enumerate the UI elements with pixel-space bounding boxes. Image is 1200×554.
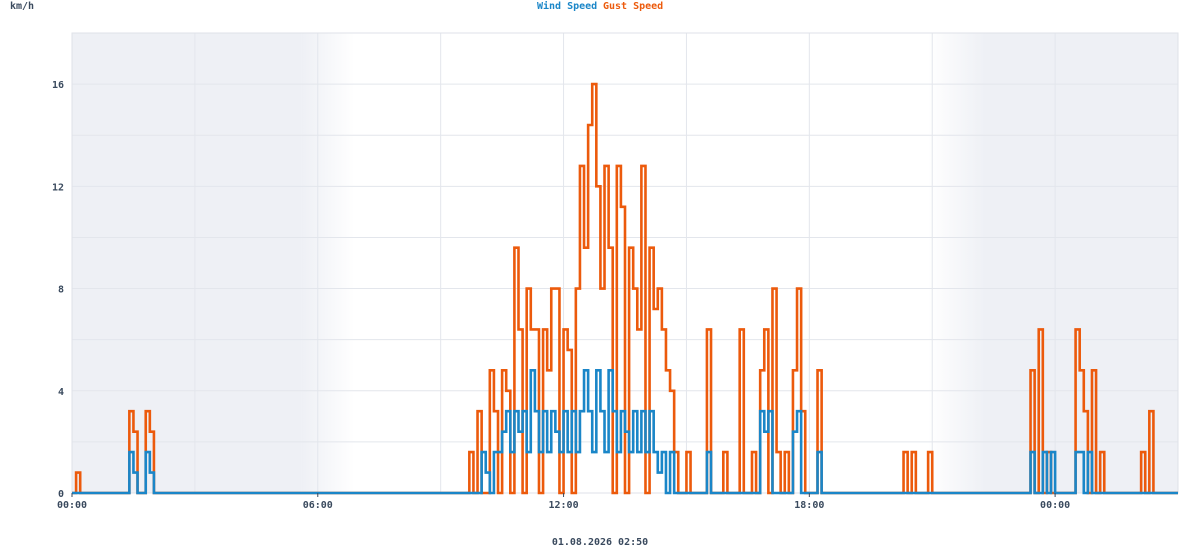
dusk-fade — [928, 33, 986, 493]
legend-wind-speed[interactable]: Wind Speed — [537, 0, 597, 12]
y-tick-label: 16 — [52, 80, 64, 91]
night-shading — [72, 33, 1178, 493]
x-tick-label: 06:00 — [303, 500, 333, 511]
x-tick-label: 00:00 — [57, 500, 87, 511]
dawn-fade — [301, 33, 355, 493]
y-tick-label: 12 — [52, 182, 64, 193]
timestamp-footer: 01.08.2026 02:50 — [552, 537, 648, 548]
x-tick-label: 00:00 — [1040, 500, 1070, 511]
night-shade-evening — [985, 33, 1178, 493]
wind-speed-line — [72, 369, 1178, 495]
y-tick-label: 4 — [58, 387, 64, 398]
y-axis-unit-label: km/h — [10, 1, 34, 12]
y-tick-label: 0 — [58, 489, 64, 500]
y-tick-label: 8 — [58, 285, 64, 296]
x-tick-label: 18:00 — [794, 500, 824, 511]
legend-gust-speed[interactable]: Gust Speed — [603, 1, 663, 12]
wind-speed-series — [72, 369, 1178, 495]
night-shade-morning — [72, 33, 302, 493]
x-tick-label: 12:00 — [549, 500, 579, 511]
legend: Wind Speed Gust Speed — [537, 0, 663, 12]
axes: 0 4 8 12 16 00:00 06:00 12:00 18:00 00:00 — [52, 80, 1070, 511]
